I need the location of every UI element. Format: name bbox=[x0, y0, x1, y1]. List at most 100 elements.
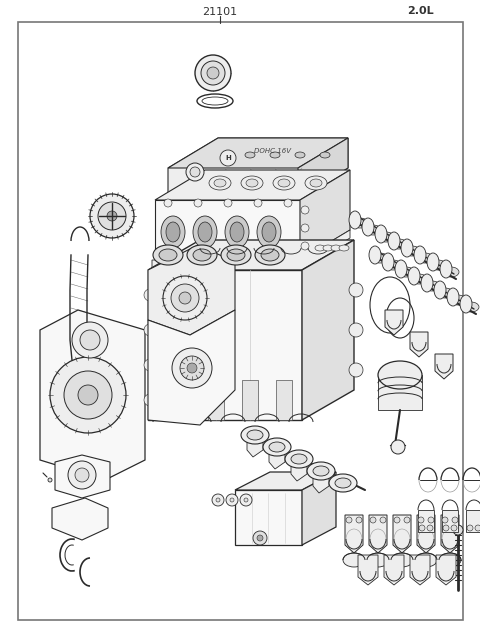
Ellipse shape bbox=[166, 222, 180, 242]
Ellipse shape bbox=[214, 179, 226, 187]
Circle shape bbox=[349, 363, 363, 377]
Polygon shape bbox=[235, 490, 302, 545]
Polygon shape bbox=[410, 555, 430, 585]
Polygon shape bbox=[417, 515, 435, 553]
Ellipse shape bbox=[447, 288, 459, 306]
Ellipse shape bbox=[367, 553, 389, 567]
Ellipse shape bbox=[375, 225, 387, 243]
Polygon shape bbox=[410, 332, 428, 357]
Circle shape bbox=[68, 461, 96, 489]
Circle shape bbox=[195, 55, 231, 91]
Polygon shape bbox=[298, 138, 348, 198]
Ellipse shape bbox=[159, 249, 177, 261]
Ellipse shape bbox=[391, 239, 407, 249]
Ellipse shape bbox=[221, 245, 251, 265]
Ellipse shape bbox=[227, 249, 245, 261]
Ellipse shape bbox=[198, 222, 212, 242]
Circle shape bbox=[244, 498, 248, 502]
Ellipse shape bbox=[362, 218, 374, 236]
Ellipse shape bbox=[349, 211, 361, 229]
Ellipse shape bbox=[411, 274, 427, 284]
Ellipse shape bbox=[305, 176, 327, 190]
Circle shape bbox=[427, 525, 433, 531]
Polygon shape bbox=[155, 200, 300, 260]
Ellipse shape bbox=[331, 245, 341, 251]
Circle shape bbox=[370, 517, 376, 523]
Circle shape bbox=[226, 494, 238, 506]
Circle shape bbox=[144, 324, 156, 336]
Ellipse shape bbox=[257, 216, 281, 248]
Circle shape bbox=[78, 385, 98, 405]
Ellipse shape bbox=[315, 245, 325, 251]
Polygon shape bbox=[269, 447, 285, 469]
Ellipse shape bbox=[395, 260, 407, 278]
Ellipse shape bbox=[414, 246, 426, 264]
Ellipse shape bbox=[313, 466, 329, 476]
Ellipse shape bbox=[285, 450, 313, 468]
Circle shape bbox=[301, 242, 309, 250]
Polygon shape bbox=[247, 435, 263, 457]
Circle shape bbox=[212, 494, 224, 506]
Circle shape bbox=[180, 356, 204, 380]
Circle shape bbox=[207, 67, 219, 79]
Circle shape bbox=[380, 517, 386, 523]
Circle shape bbox=[80, 330, 100, 350]
Circle shape bbox=[144, 289, 156, 301]
Circle shape bbox=[179, 292, 191, 304]
Text: 21101: 21101 bbox=[203, 7, 238, 17]
Ellipse shape bbox=[278, 179, 290, 187]
Ellipse shape bbox=[352, 218, 368, 228]
Ellipse shape bbox=[246, 179, 258, 187]
Polygon shape bbox=[442, 510, 458, 532]
Circle shape bbox=[356, 517, 362, 523]
Circle shape bbox=[107, 211, 117, 221]
Polygon shape bbox=[242, 380, 258, 420]
Circle shape bbox=[428, 517, 434, 523]
Circle shape bbox=[419, 525, 425, 531]
Ellipse shape bbox=[241, 426, 269, 444]
Polygon shape bbox=[302, 240, 354, 420]
Ellipse shape bbox=[427, 253, 439, 271]
Polygon shape bbox=[302, 472, 336, 545]
Circle shape bbox=[452, 517, 458, 523]
Ellipse shape bbox=[270, 152, 280, 158]
Ellipse shape bbox=[193, 249, 211, 261]
Ellipse shape bbox=[421, 274, 433, 292]
Text: 2.0L: 2.0L bbox=[407, 6, 433, 16]
Ellipse shape bbox=[245, 152, 255, 158]
Circle shape bbox=[230, 498, 234, 502]
Circle shape bbox=[349, 323, 363, 337]
Ellipse shape bbox=[398, 267, 414, 277]
Polygon shape bbox=[441, 515, 459, 553]
Circle shape bbox=[75, 468, 89, 482]
Polygon shape bbox=[435, 354, 453, 379]
Circle shape bbox=[164, 199, 172, 207]
Polygon shape bbox=[235, 472, 336, 490]
Polygon shape bbox=[148, 245, 235, 335]
Ellipse shape bbox=[385, 260, 401, 270]
Ellipse shape bbox=[241, 176, 263, 190]
Circle shape bbox=[254, 199, 262, 207]
Circle shape bbox=[187, 363, 197, 373]
Circle shape bbox=[186, 163, 204, 181]
Circle shape bbox=[301, 206, 309, 214]
Polygon shape bbox=[436, 555, 456, 585]
Ellipse shape bbox=[225, 216, 249, 248]
Polygon shape bbox=[52, 498, 108, 540]
Circle shape bbox=[257, 535, 263, 541]
Polygon shape bbox=[152, 230, 350, 268]
Ellipse shape bbox=[193, 216, 217, 248]
Polygon shape bbox=[369, 515, 387, 553]
Ellipse shape bbox=[329, 474, 357, 492]
Ellipse shape bbox=[404, 246, 420, 256]
Polygon shape bbox=[393, 515, 411, 553]
Polygon shape bbox=[313, 471, 329, 493]
Circle shape bbox=[144, 359, 156, 371]
Polygon shape bbox=[168, 138, 348, 168]
Circle shape bbox=[72, 322, 108, 358]
Ellipse shape bbox=[437, 288, 453, 298]
Ellipse shape bbox=[323, 245, 333, 251]
Ellipse shape bbox=[460, 295, 472, 313]
Polygon shape bbox=[418, 510, 434, 532]
Ellipse shape bbox=[365, 225, 381, 235]
